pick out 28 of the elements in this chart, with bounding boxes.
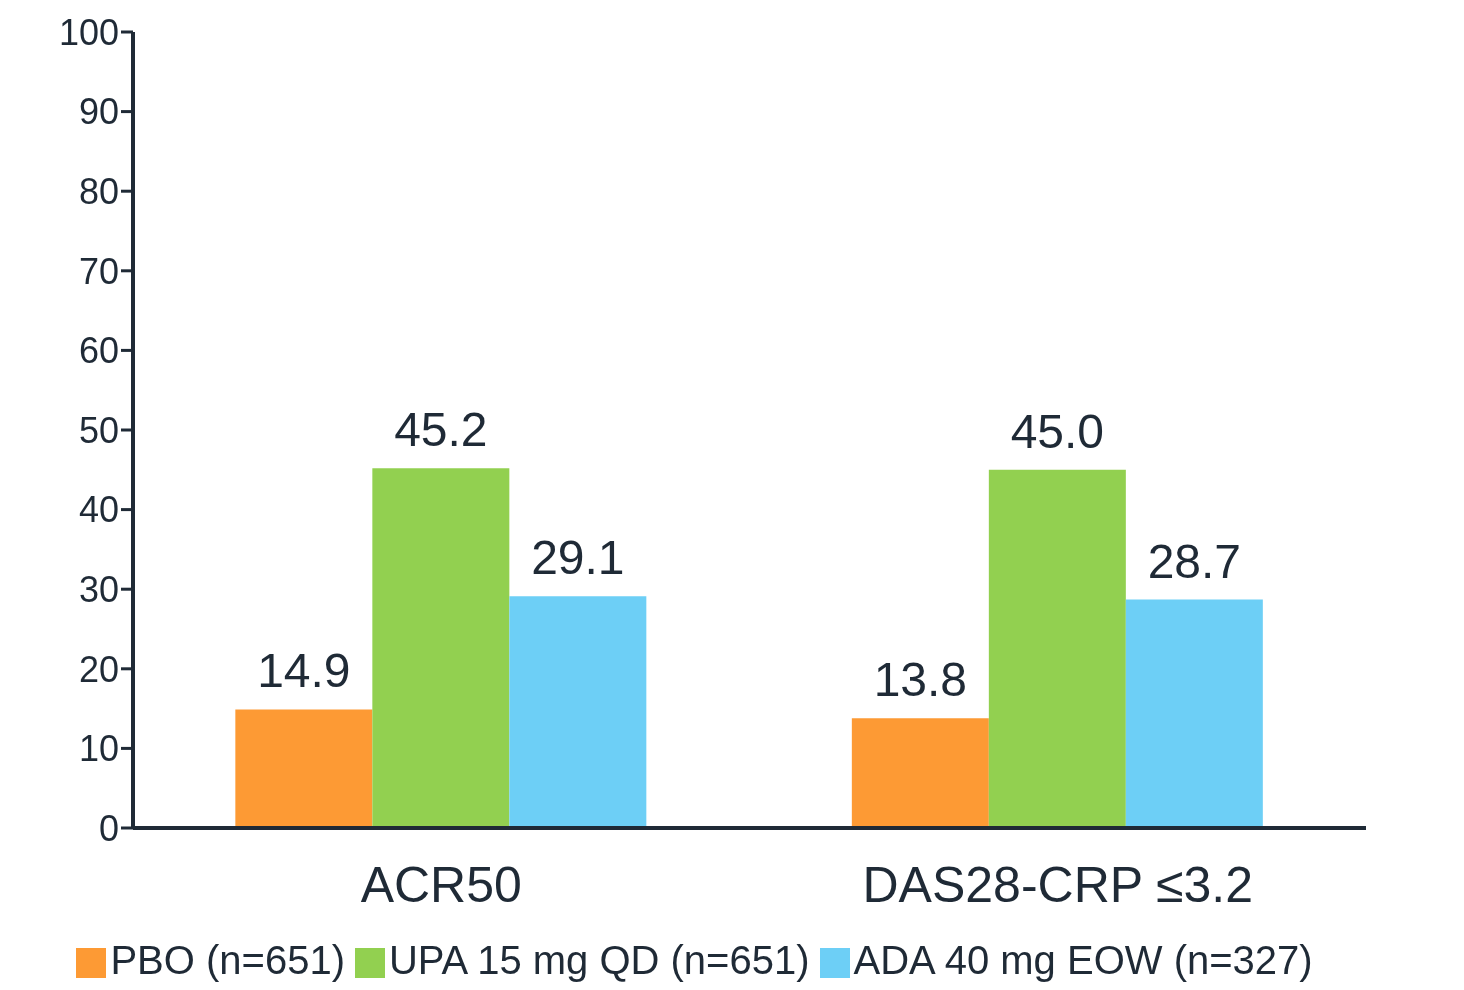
- y-tick-label: 10: [78, 728, 119, 770]
- y-tick-label: 80: [78, 170, 119, 212]
- text: 28.7: [1147, 534, 1242, 588]
- x-tick-label: ACR50: [360, 856, 522, 913]
- y-tick-label: 20: [78, 648, 119, 690]
- legend-label: PBO (n=651): [110, 938, 345, 982]
- bar: [372, 468, 510, 828]
- y-tick-label: 60: [78, 330, 119, 372]
- text: 45.2: [394, 403, 488, 457]
- y-tick-label: 40: [78, 489, 119, 531]
- bar: [1125, 599, 1263, 828]
- bar: [851, 718, 989, 828]
- y-tick-label: 100: [58, 11, 119, 53]
- y-tick-label: 50: [78, 409, 119, 451]
- bar: [988, 469, 1126, 828]
- text: 45.0: [1010, 404, 1105, 458]
- y-tick-label: 90: [78, 91, 119, 133]
- y-tick-label: 0: [98, 807, 119, 849]
- text: 29.1: [531, 531, 625, 585]
- text: 14.9: [257, 644, 351, 698]
- x-tick-label: DAS28-CRP ≤3.2: [862, 856, 1254, 913]
- legend-label: UPA 15 mg QD (n=651): [388, 938, 810, 982]
- text: 13.8: [873, 653, 968, 707]
- bar: [235, 709, 373, 828]
- y-tick-label: 70: [78, 250, 119, 292]
- y-tick-label: 30: [78, 568, 119, 610]
- legend-label: ADA 40 mg EOW (n=327): [853, 938, 1313, 982]
- bar: [509, 596, 647, 828]
